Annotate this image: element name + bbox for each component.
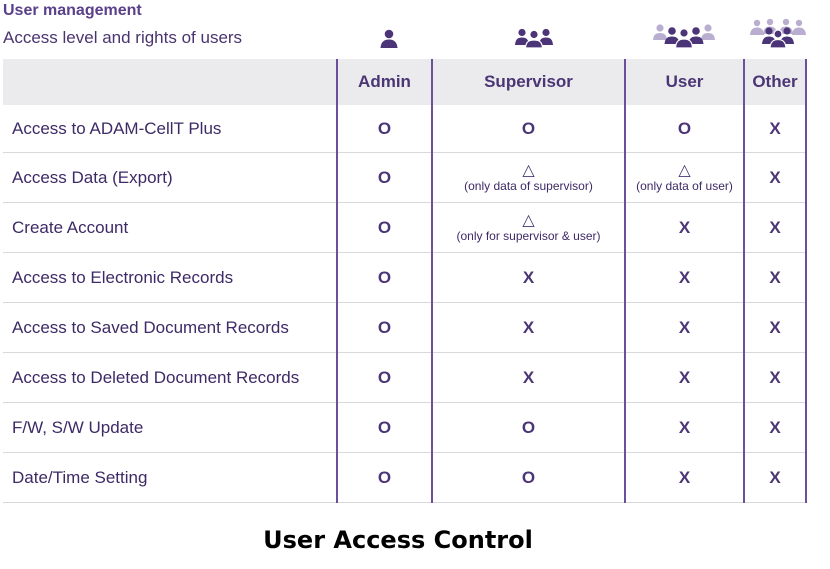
- column-header-admin: Admin: [336, 59, 432, 105]
- permission-mark: X: [769, 267, 781, 287]
- row-label: Access to Electronic Records: [3, 252, 337, 303]
- table-row: Access to Electronic Records O X X X: [3, 252, 807, 303]
- cell-admin: O: [336, 352, 432, 403]
- permission-mark: X: [678, 317, 691, 337]
- permission-note: (only data of user): [636, 178, 733, 193]
- figure-caption: User Access Control: [263, 526, 533, 554]
- cell-other: X: [743, 105, 807, 153]
- user-icon: [650, 16, 718, 48]
- table-row: Date/Time Setting O O X X: [3, 452, 807, 503]
- other-icon: [746, 16, 810, 48]
- permission-mark: X: [678, 367, 691, 387]
- cell-other: X: [743, 152, 807, 203]
- permission-mark: O: [377, 417, 392, 437]
- cell-user: X: [624, 302, 744, 353]
- row-label: F/W, S/W Update: [3, 402, 337, 453]
- cell-user: X: [624, 452, 744, 503]
- cell-admin: O: [336, 105, 432, 153]
- cell-supervisor: X: [431, 302, 625, 353]
- cell-other: X: [743, 302, 807, 353]
- cell-user: X: [624, 252, 744, 303]
- table-row: Create Account O △ (only for supervisor …: [3, 202, 807, 253]
- permission-mark: O: [377, 217, 392, 237]
- table-row: Access to Deleted Document Records O X X…: [3, 352, 807, 403]
- cell-other: X: [743, 402, 807, 453]
- permission-mark: X: [522, 367, 535, 387]
- permission-mark: X: [769, 118, 781, 138]
- cell-admin: O: [336, 152, 432, 203]
- cell-admin: O: [336, 302, 432, 353]
- permission-mark: O: [677, 118, 692, 138]
- permission-mark: O: [521, 118, 536, 138]
- permission-mark: X: [678, 267, 691, 287]
- row-label: Create Account: [3, 202, 337, 253]
- cell-supervisor: X: [431, 352, 625, 403]
- header-row: Admin Supervisor User Other: [3, 59, 807, 105]
- column-header-other: Other: [743, 59, 807, 105]
- permission-note: (only data of supervisor): [464, 178, 593, 193]
- admin-icon: [372, 16, 406, 48]
- table-body: Access to ADAM-CellT Plus O O O X Access…: [3, 105, 807, 503]
- permission-mark: X: [522, 267, 535, 287]
- cell-other: X: [743, 202, 807, 253]
- permission-note: (only for supervisor & user): [456, 228, 601, 243]
- row-label: Access to Saved Document Records: [3, 302, 337, 353]
- row-label: Access to ADAM-CellT Plus: [3, 105, 337, 153]
- cell-supervisor: X: [431, 252, 625, 303]
- cell-supervisor: △ (only data of supervisor): [431, 152, 625, 203]
- permission-mark: X: [769, 417, 781, 437]
- header-blank-cell: [3, 59, 337, 105]
- permission-mark: X: [678, 467, 691, 487]
- row-label: Access Data (Export): [3, 152, 337, 203]
- cell-supervisor: O: [431, 402, 625, 453]
- permission-mark: X: [769, 367, 781, 387]
- cell-other: X: [743, 452, 807, 503]
- cell-supervisor: O: [431, 452, 625, 503]
- triangle-icon: △: [678, 161, 691, 179]
- table-row: Access to ADAM-CellT Plus O O O X: [3, 105, 807, 153]
- permission-table: Admin Supervisor User Other Access to AD…: [3, 59, 807, 503]
- table-row: F/W, S/W Update O O X X: [3, 402, 807, 453]
- triangle-icon: △: [522, 211, 535, 229]
- cell-admin: O: [336, 452, 432, 503]
- permission-mark: O: [377, 267, 392, 287]
- cell-user: △ (only data of user): [624, 152, 744, 203]
- triangle-icon: △: [522, 161, 535, 179]
- permission-mark: O: [521, 417, 536, 437]
- cell-other: X: [743, 252, 807, 303]
- permission-mark: X: [769, 217, 781, 237]
- cell-supervisor: △ (only for supervisor & user): [431, 202, 625, 253]
- permission-mark: O: [377, 467, 392, 487]
- cell-other: X: [743, 352, 807, 403]
- page-title: User management: [3, 2, 142, 19]
- cell-user: X: [624, 402, 744, 453]
- cell-admin: O: [336, 252, 432, 303]
- table-row: Access Data (Export) O △ (only data of s…: [3, 152, 807, 203]
- permission-mark: O: [521, 467, 536, 487]
- permission-mark: O: [377, 367, 392, 387]
- permission-mark: O: [377, 167, 392, 187]
- permission-mark: O: [377, 317, 392, 337]
- cell-user: X: [624, 352, 744, 403]
- cell-admin: O: [336, 402, 432, 453]
- cell-user: O: [624, 105, 744, 153]
- column-header-user: User: [624, 59, 744, 105]
- cell-supervisor: O: [431, 105, 625, 153]
- row-label: Date/Time Setting: [3, 452, 337, 503]
- permission-mark: X: [678, 217, 691, 237]
- permission-mark: X: [678, 417, 691, 437]
- cell-user: X: [624, 202, 744, 253]
- table-row: Access to Saved Document Records O X X X: [3, 302, 807, 353]
- column-header-supervisor: Supervisor: [431, 59, 625, 105]
- permission-mark: O: [377, 118, 392, 138]
- permission-mark: X: [769, 467, 781, 487]
- permission-mark: X: [769, 317, 781, 337]
- permission-mark: X: [769, 167, 781, 187]
- permission-mark: X: [522, 317, 535, 337]
- page-subtitle: Access level and rights of users: [3, 28, 243, 47]
- cell-admin: O: [336, 202, 432, 253]
- table-header: Admin Supervisor User Other: [3, 59, 807, 105]
- row-label: Access to Deleted Document Records: [3, 352, 337, 403]
- supervisor-icon: [508, 16, 560, 48]
